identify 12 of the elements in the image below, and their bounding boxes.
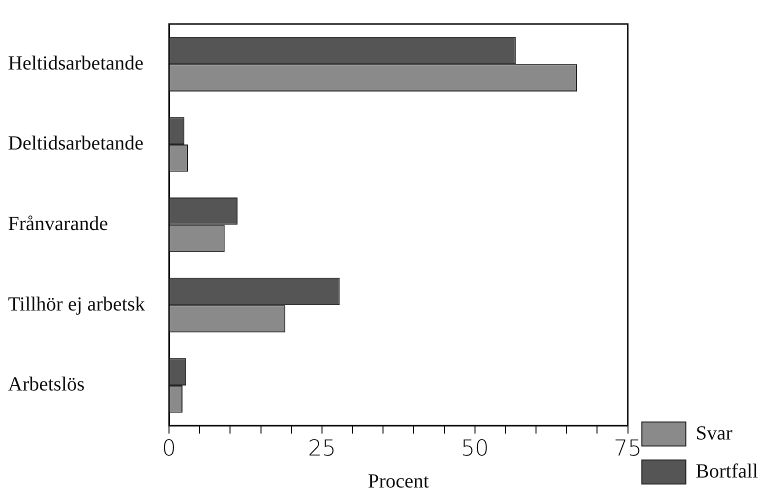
x-tick-label: 75 xyxy=(614,436,642,462)
x-axis-title: Procent xyxy=(368,470,430,492)
x-tick-label: 25 xyxy=(308,436,336,462)
y-tick-label: Heltidsarbetande xyxy=(8,52,144,74)
y-tick-label: Frånvarande xyxy=(8,213,108,236)
y-tick-label: Arbetslös xyxy=(8,374,85,396)
x-tick-label: 50 xyxy=(460,436,489,462)
legend-label: Svar xyxy=(696,422,733,444)
y-tick-label: Deltidsarbetande xyxy=(8,132,144,155)
legend-label: Bortfall xyxy=(696,460,758,482)
y-tick-label: Tillhör ej arbetsk xyxy=(8,293,146,316)
x-tick-label: 0 xyxy=(162,436,176,462)
